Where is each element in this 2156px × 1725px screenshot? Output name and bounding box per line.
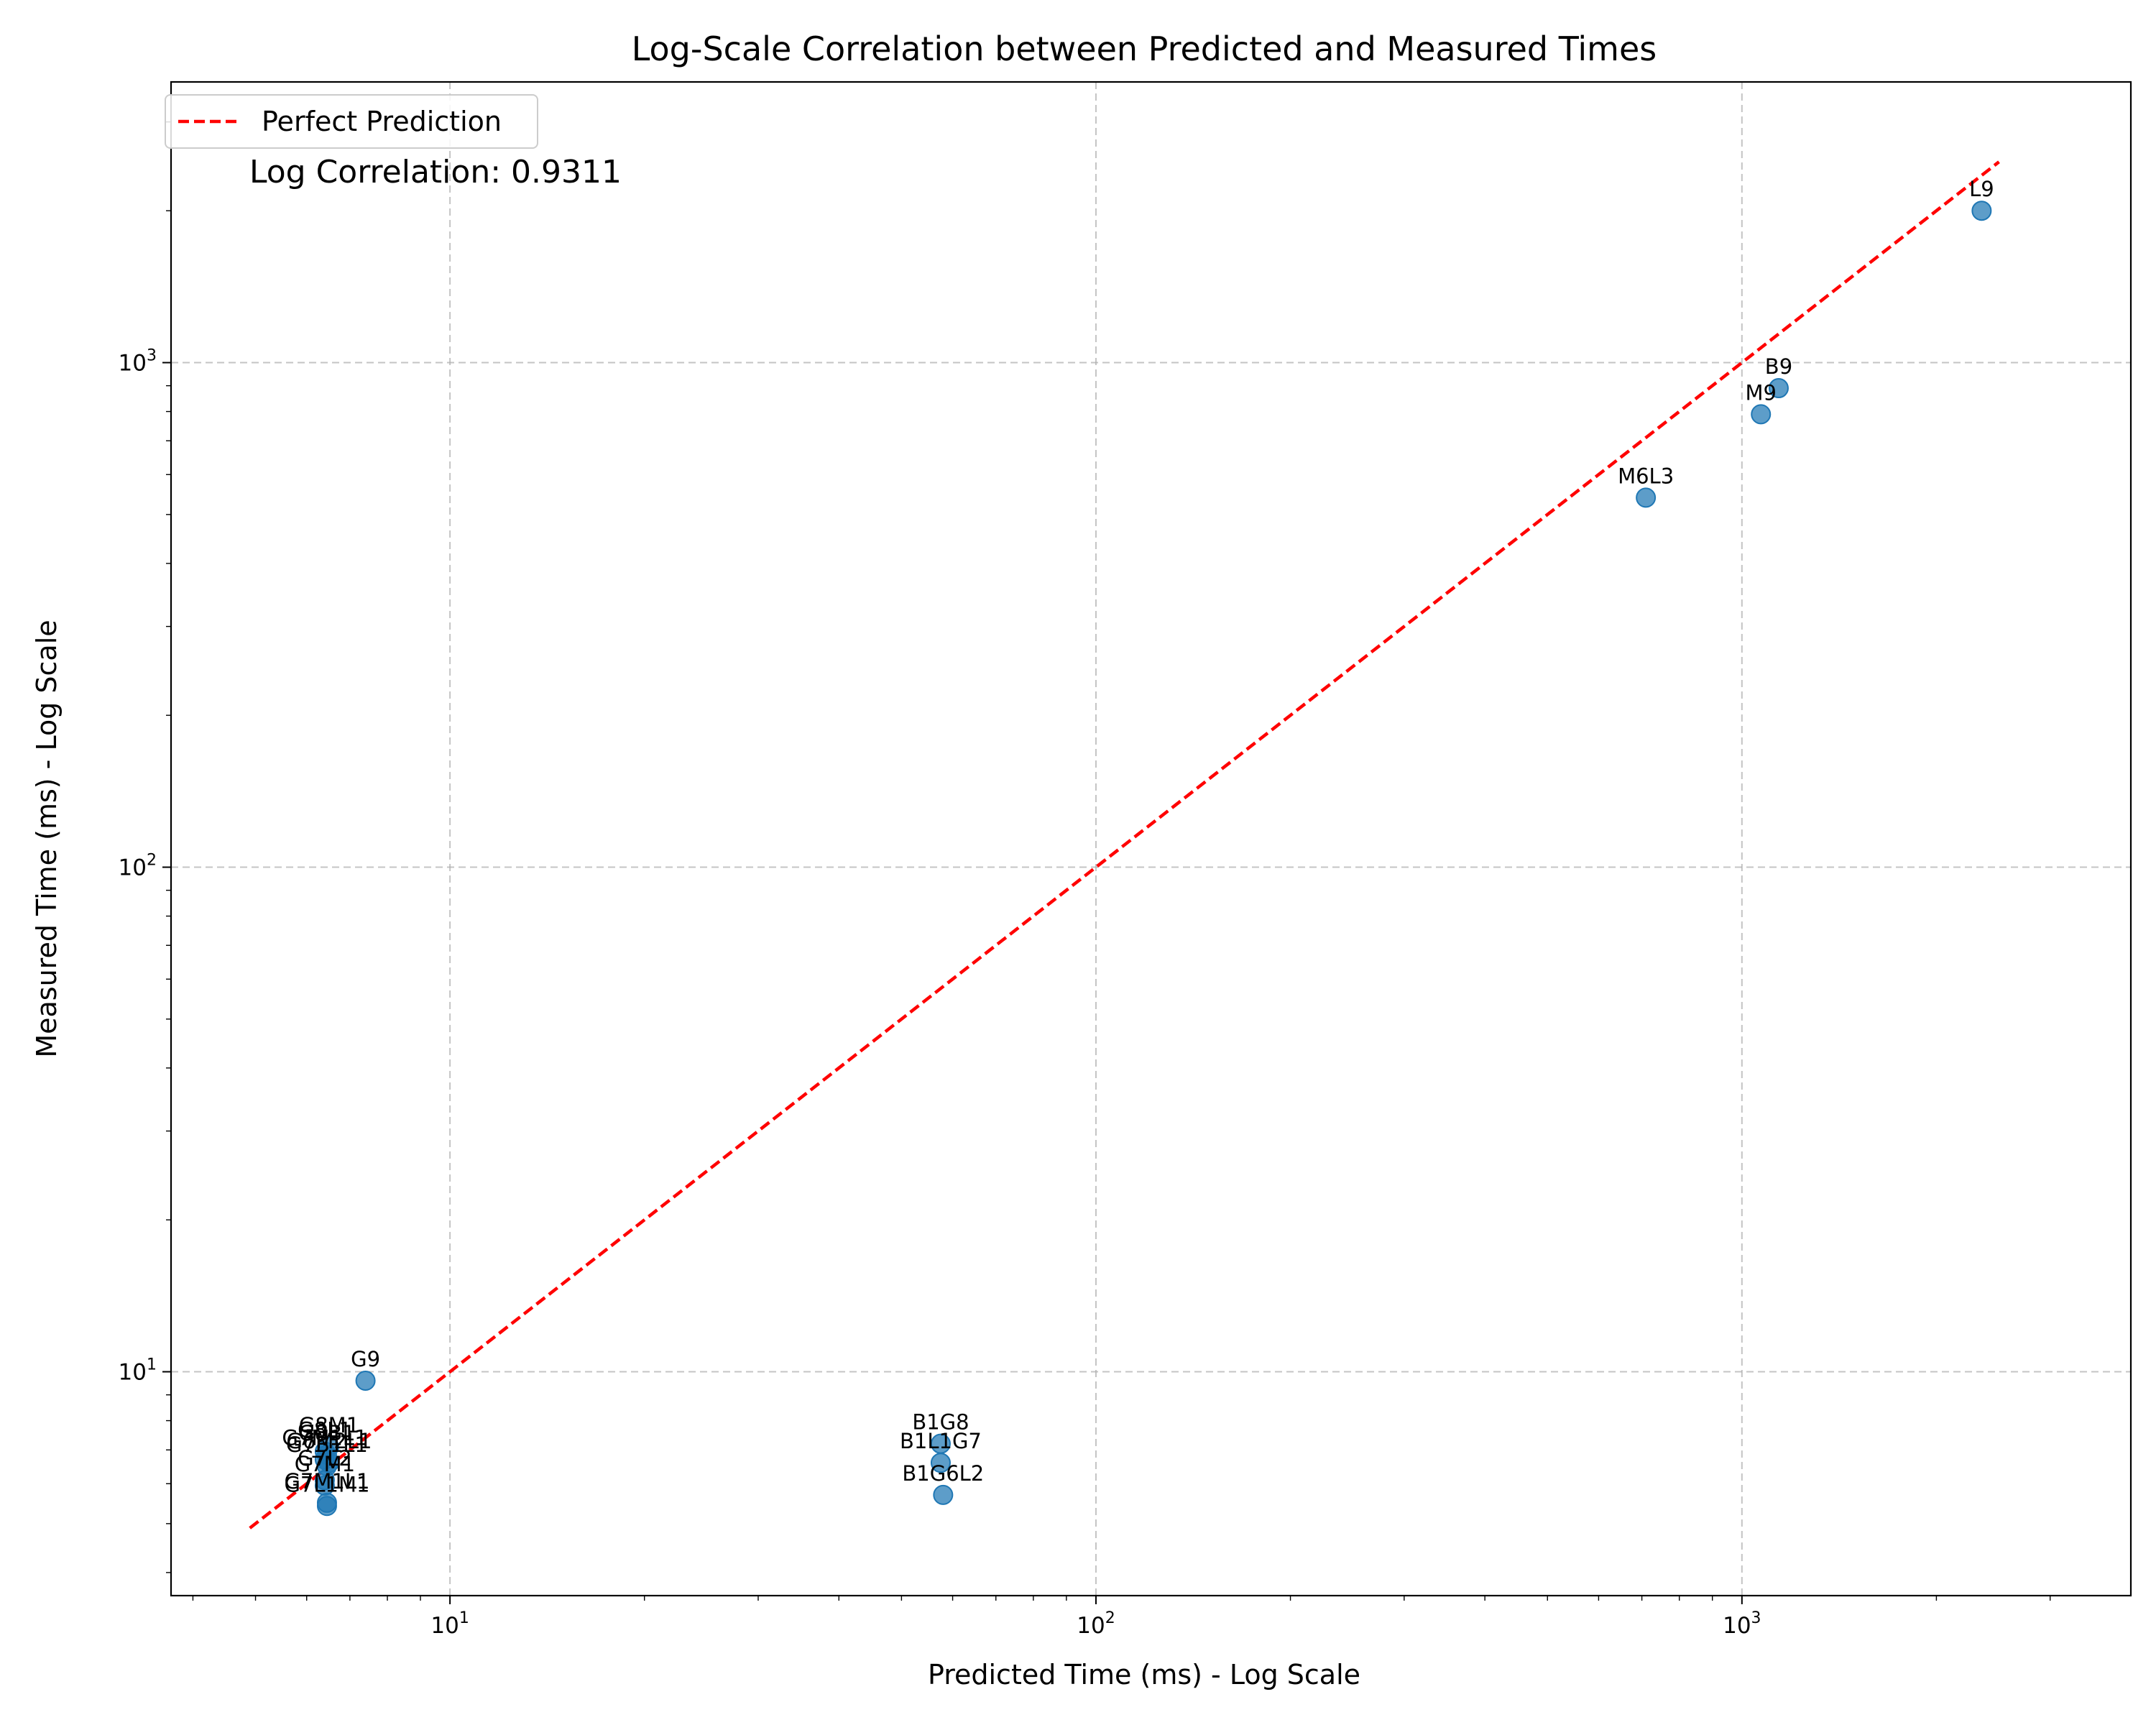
point-label: L9 (1969, 177, 1994, 201)
perfect-prediction-line (249, 160, 2000, 1530)
data-point (316, 1496, 337, 1517)
point-label: B1G8 (912, 1410, 969, 1435)
chart-title: Log-Scale Correlation between Predicted … (632, 29, 1657, 68)
point-label: G8L1 (298, 1417, 352, 1442)
plot-frame (170, 80, 2132, 1597)
data-point (1768, 378, 1789, 399)
data-point (1971, 201, 1992, 221)
point-label: G8B1 (298, 1421, 355, 1445)
point-label: G7M1 (295, 1452, 355, 1476)
data-point (1636, 487, 1657, 508)
y-tick-label: 101 (119, 1356, 157, 1386)
point-label: M9 (1746, 380, 1777, 405)
point-label: B9 (1765, 354, 1792, 379)
point-label: M6L3 (1618, 464, 1674, 488)
points-layer (314, 201, 1992, 1517)
legend: Perfect Prediction (165, 94, 538, 149)
point-label: G7M1L1 (282, 1426, 367, 1450)
point-label: G8M1 (299, 1413, 359, 1438)
y-tick-label: 103 (119, 347, 157, 377)
point-label: G7B1L1 (286, 1432, 368, 1457)
correlation-annotation: Log Correlation: 0.9311 (249, 154, 622, 190)
data-point (930, 1453, 951, 1473)
x-axis-label: Predicted Time (ms) - Log Scale (928, 1659, 1360, 1690)
x-tick-label: 102 (1077, 1609, 1115, 1639)
point-label: G6M2L1 (286, 1429, 372, 1453)
y-axis-label: Measured Time (ms) - Log Scale (31, 620, 63, 1057)
data-point (933, 1484, 954, 1505)
point-label: G7M1L1 (284, 1469, 369, 1494)
point-label: B1L1G7 (900, 1429, 982, 1453)
reference-line-layer (249, 160, 2000, 1530)
point-label: B1G6L2 (902, 1461, 984, 1486)
legend-box (165, 94, 538, 149)
y-tick-label: 102 (119, 852, 157, 881)
point-label: G9 (351, 1347, 380, 1371)
grid (171, 82, 2131, 1596)
legend-entry-perfect-prediction: Perfect Prediction (262, 106, 502, 137)
data-point (355, 1370, 376, 1391)
x-tick-label: 101 (430, 1609, 469, 1639)
data-point (1751, 404, 1772, 425)
point-label: G7L1M1 (284, 1472, 369, 1496)
ticks-layer: 101 102 103 101 102 103 (119, 121, 2051, 1639)
x-tick-label: 103 (1723, 1609, 1761, 1639)
point-label: G7L2 (298, 1446, 352, 1471)
